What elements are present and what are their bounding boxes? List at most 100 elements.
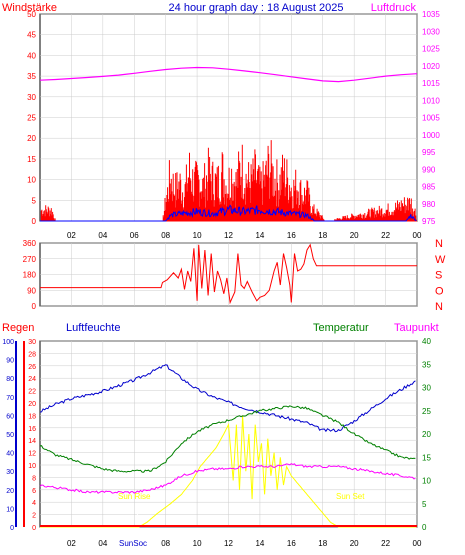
direction-tick-label: 270	[23, 255, 37, 264]
time-tick-label: 16	[287, 231, 296, 240]
humidity-tick-label: 0	[10, 525, 14, 532]
pressure-tick-label: 990	[422, 165, 436, 174]
wind-left-tick-label: 10	[27, 176, 36, 185]
direction-tick-label: 180	[23, 271, 37, 280]
rain-tick-label: 14	[28, 438, 36, 445]
rain-tick-label: 0	[32, 525, 36, 532]
direction-tick-label: 360	[23, 239, 37, 248]
wind-direction-series	[40, 243, 417, 305]
chart-title: 24 hour graph day : 18 August 2025	[169, 2, 344, 14]
temperature-tick-label: 35	[422, 360, 431, 369]
pressure-tick-label: 1020	[422, 62, 440, 71]
rain-tick-label: 4	[32, 500, 36, 507]
pressure-tick-label: 1005	[422, 114, 440, 123]
time-tick-label: 14	[255, 539, 264, 548]
time-tick-label: 18	[318, 231, 327, 240]
wind-gust-series	[40, 140, 417, 221]
direction-letter: S	[435, 270, 442, 282]
time-tick-label: 12	[224, 539, 233, 548]
humidity-tick-label: 70	[6, 395, 14, 402]
rain-tick-label: 22	[28, 389, 36, 396]
rain-tick-label: 30	[28, 339, 36, 346]
rain-label: Regen	[2, 322, 34, 334]
time-tick-label: 14	[255, 231, 264, 240]
pressure-series	[39, 66, 418, 83]
temperature-tick-label: 0	[422, 523, 427, 532]
humidity-tick-label: 60	[6, 413, 14, 420]
temperature-tick-label: 20	[422, 430, 431, 439]
time-tick-label: 20	[350, 539, 359, 548]
rain-tick-label: 26	[28, 364, 36, 371]
rain-tick-label: 2	[32, 513, 36, 520]
temperature-tick-label: 25	[422, 407, 431, 416]
temperature-tick-label: 15	[422, 453, 431, 462]
temperature-series	[39, 405, 416, 473]
time-tick-label: 08	[161, 539, 170, 548]
dewpoint-series	[39, 463, 416, 494]
wind-left-tick-label: 40	[27, 51, 36, 60]
humidity-tick-label: 20	[6, 488, 14, 495]
pressure-tick-label: 1010	[422, 96, 440, 105]
time-tick-label: 02	[67, 231, 76, 240]
direction-letter: N	[435, 301, 443, 313]
time-tick-label: 20	[350, 231, 359, 240]
wind-left-tick-label: 30	[27, 93, 36, 102]
pressure-tick-label: 995	[422, 148, 436, 157]
time-tick-label: 10	[193, 539, 202, 548]
humidity-label: Luftfeuchte	[66, 322, 120, 334]
temperature-tick-label: 10	[422, 477, 431, 486]
wind-left-tick-label: 50	[27, 10, 36, 19]
solar-radiation-series	[40, 415, 417, 528]
pressure-tick-label: 1000	[422, 131, 440, 140]
time-tick-label: 00	[413, 539, 422, 548]
wind-left-tick-label: 5	[32, 196, 37, 205]
sunset-label: Sun Set	[336, 492, 365, 501]
temperature-tick-label: 40	[422, 337, 431, 346]
rain-tick-label: 6	[32, 488, 36, 495]
time-tick-label: 00	[413, 231, 422, 240]
time-tick-label: 04	[98, 231, 107, 240]
humidity-tick-label: 80	[6, 376, 14, 383]
wind-axis-title: Windstärke	[2, 2, 57, 14]
wind-left-tick-label: 20	[27, 134, 36, 143]
pressure-tick-label: 1030	[422, 27, 440, 36]
time-tick-label: 22	[381, 539, 390, 548]
temperature-label: Temperatur	[313, 322, 369, 334]
time-tick-label: 22	[381, 231, 390, 240]
rain-tick-label: 28	[28, 351, 36, 358]
pressure-tick-label: 980	[422, 200, 436, 209]
time-tick-label: 10	[193, 231, 202, 240]
humidity-tick-label: 50	[6, 432, 14, 439]
humidity-series	[39, 364, 416, 433]
pressure-tick-label: 1025	[422, 45, 440, 54]
wind-left-tick-label: 25	[27, 114, 36, 123]
dewpoint-label: Taupunkt	[394, 322, 439, 334]
rain-tick-label: 12	[28, 451, 36, 458]
wind-left-tick-label: 45	[27, 31, 36, 40]
rain-tick-label: 16	[28, 426, 36, 433]
direction-tick-label: 90	[27, 286, 36, 295]
pressure-tick-label: 985	[422, 183, 436, 192]
time-tick-label: 06	[130, 231, 139, 240]
direction-tick-label: 0	[32, 302, 37, 311]
time-tick-label: 04	[98, 539, 107, 548]
pressure-tick-label: 1035	[422, 10, 440, 19]
pressure-axis-title: Luftdruck	[371, 2, 417, 14]
wind-left-tick-label: 15	[27, 155, 36, 164]
rain-tick-label: 20	[28, 401, 36, 408]
pressure-tick-label: 1015	[422, 79, 440, 88]
rain-tick-label: 8	[32, 475, 36, 482]
humidity-tick-label: 100	[2, 339, 14, 346]
time-tick-label: 12	[224, 231, 233, 240]
temperature-tick-label: 5	[422, 500, 427, 509]
sun-axis-label: SunSoc	[119, 539, 147, 548]
rain-tick-label: 18	[28, 413, 36, 420]
humidity-tick-label: 90	[6, 358, 14, 365]
time-tick-label: 02	[67, 539, 76, 548]
time-tick-label: 08	[161, 231, 170, 240]
direction-letter: W	[435, 254, 446, 266]
time-tick-label: 18	[318, 539, 327, 548]
